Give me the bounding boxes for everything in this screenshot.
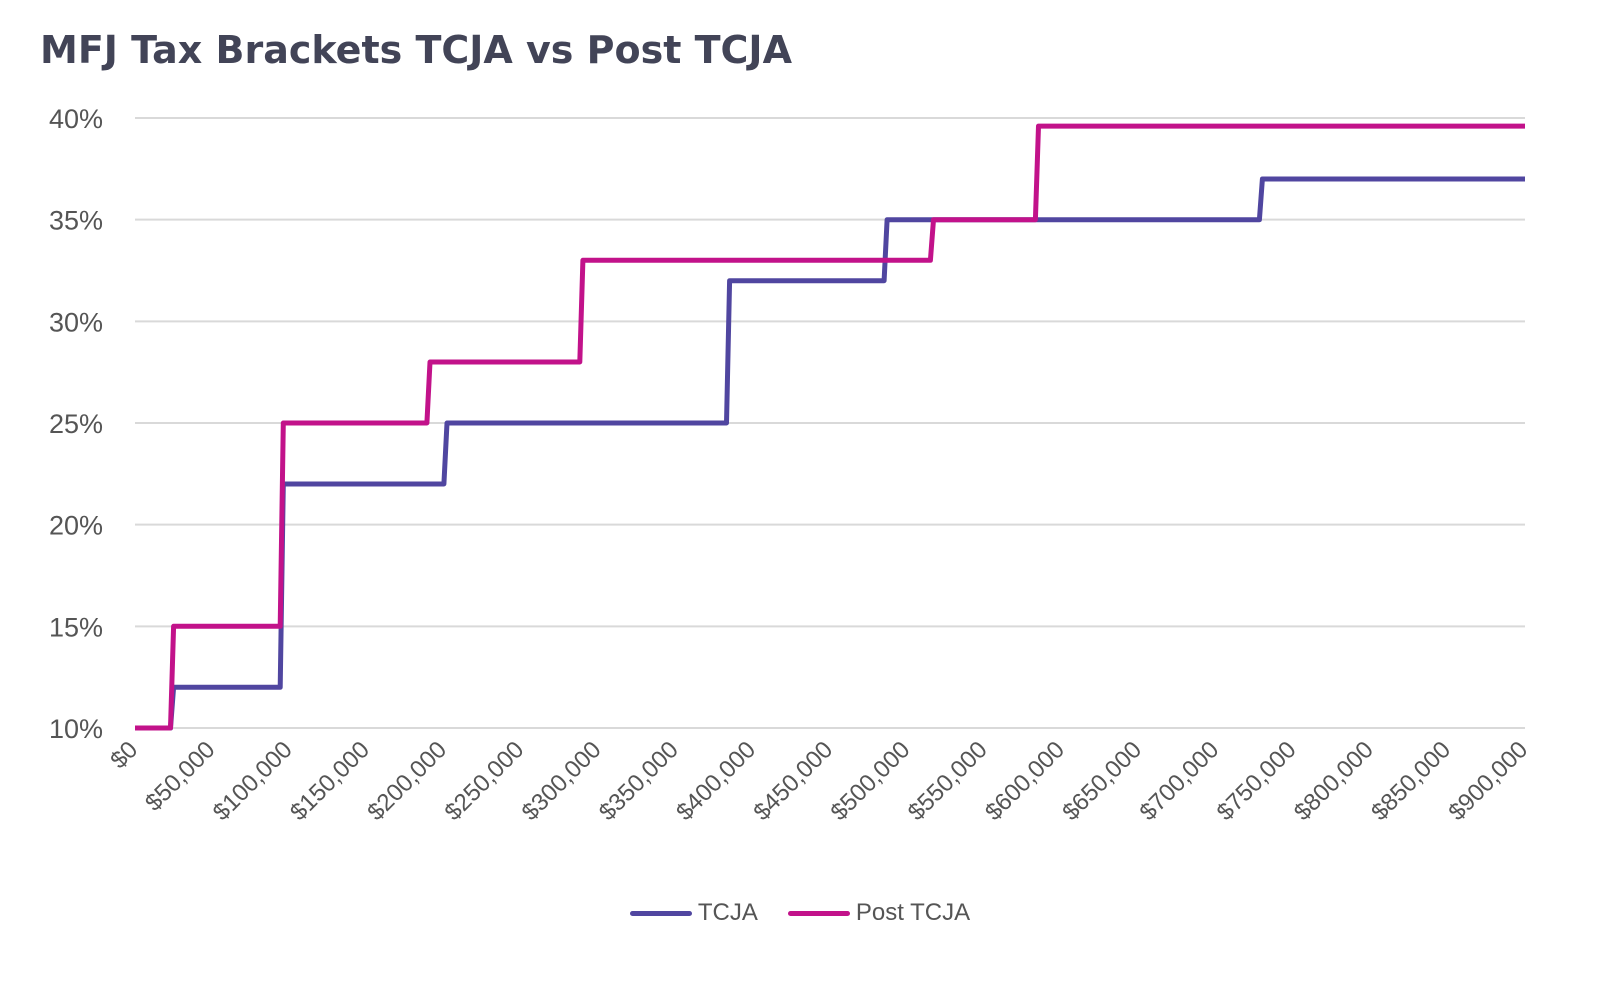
legend: TCJA Post TCJA <box>0 899 1600 927</box>
x-axis-ticks: $0$50,000$100,000$150,000$200,000$250,00… <box>105 736 1533 826</box>
x-tick-label: $400,000 <box>671 736 761 826</box>
x-tick-label: $600,000 <box>980 736 1070 826</box>
y-axis-ticks: 10% 15% 20% 25% 30% 35% 40% <box>49 104 103 744</box>
legend-swatch-post-tcja <box>787 910 850 916</box>
x-tick-label: $300,000 <box>517 736 607 826</box>
x-tick-label: $50,000 <box>140 736 220 816</box>
x-tick-label: $500,000 <box>826 736 916 826</box>
x-tick-label: $350,000 <box>594 736 684 826</box>
legend-label-tcja: TCJA <box>697 899 758 926</box>
y-tick-label: 10% <box>49 714 103 744</box>
x-tick-label: $250,000 <box>439 736 529 826</box>
legend-item-post-tcja[interactable]: Post TCJA <box>787 899 971 927</box>
x-tick-label: $900,000 <box>1443 736 1533 826</box>
series-lines <box>135 123 1525 731</box>
legend-swatch-tcja <box>629 910 692 916</box>
series-line-tcja[interactable] <box>135 176 1525 731</box>
legend-label-post-tcja: Post TCJA <box>855 899 971 926</box>
series-line-post-tcja[interactable] <box>135 123 1525 731</box>
x-tick-label: $550,000 <box>903 736 993 826</box>
x-tick-label: $450,000 <box>748 736 838 826</box>
y-tick-label: 35% <box>49 206 103 236</box>
x-tick-label: $100,000 <box>208 736 298 826</box>
x-tick-label: $0 <box>105 736 143 774</box>
y-tick-label: 20% <box>49 511 103 541</box>
legend-item-tcja[interactable]: TCJA <box>629 899 758 927</box>
x-tick-label: $150,000 <box>285 736 375 826</box>
x-tick-label: $800,000 <box>1289 736 1379 826</box>
x-tick-label: $700,000 <box>1134 736 1224 826</box>
chart-title: MFJ Tax Brackets TCJA vs Post TCJA <box>40 28 792 72</box>
x-tick-label: $750,000 <box>1212 736 1302 826</box>
x-tick-label: $650,000 <box>1057 736 1147 826</box>
x-tick-label: $200,000 <box>362 736 452 826</box>
y-tick-label: 15% <box>49 612 103 642</box>
y-tick-label: 25% <box>49 409 103 439</box>
y-tick-label: 40% <box>49 104 103 134</box>
y-tick-label: 30% <box>49 307 103 337</box>
x-tick-label: $850,000 <box>1366 736 1456 826</box>
